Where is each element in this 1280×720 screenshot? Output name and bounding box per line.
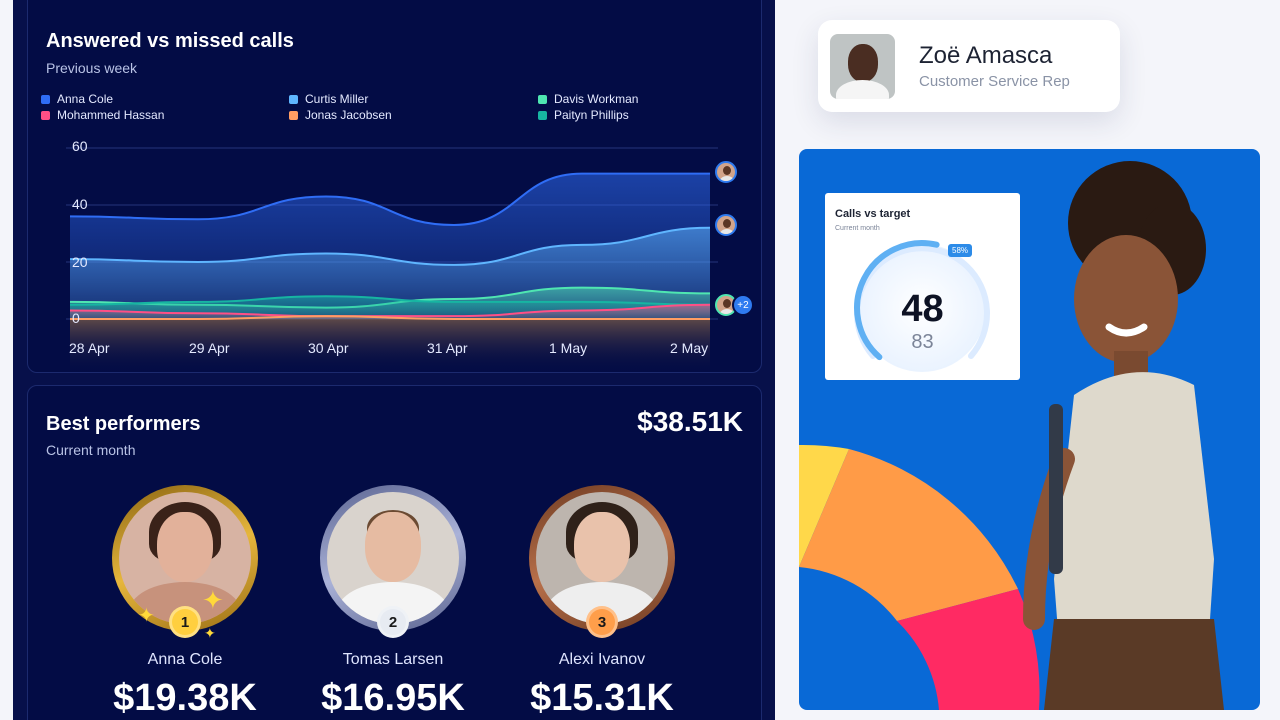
gauge xyxy=(854,240,990,372)
series-area-mohammed-hassan xyxy=(70,304,710,319)
best-performers-card: Best performers Current month $38.51K ✦ … xyxy=(27,385,762,720)
avatar xyxy=(536,492,668,624)
performers-subtitle: Current month xyxy=(46,442,136,458)
x-tick-label: 28 Apr xyxy=(69,340,110,356)
legend-swatch xyxy=(538,94,547,104)
legend-swatch xyxy=(289,94,298,104)
series-line-paityn-phillips[interactable] xyxy=(69,295,711,306)
performer-card[interactable]: ✦ ✦ ✦ 1 Anna Cole $19.38K xyxy=(95,485,275,720)
profile-photo xyxy=(830,34,895,99)
series-avatar[interactable] xyxy=(715,161,737,183)
x-tick-label: 29 Apr xyxy=(189,340,230,356)
legend-swatch xyxy=(289,110,298,120)
sparkle-icon: ✦ xyxy=(204,625,216,641)
donut-segment-pink xyxy=(897,589,1040,710)
legend-swatch xyxy=(41,110,50,120)
performer-amount: $19.38K xyxy=(113,677,257,719)
calls-value: 48 xyxy=(901,288,944,330)
legend-label: Paityn Phillips xyxy=(554,108,629,122)
promo-panel: Calls vs target Current month 58% 48 83 xyxy=(799,149,1260,710)
calls-target: 83 xyxy=(911,331,934,353)
chart-subtitle: Previous week xyxy=(46,60,138,76)
profile-name: Zoë Amasca xyxy=(919,42,1053,69)
performer-name: Alexi Ivanov xyxy=(558,651,646,668)
series-line-anna-cole[interactable] xyxy=(69,172,710,226)
series-avatar[interactable] xyxy=(715,214,737,236)
performers-total: $38.51K xyxy=(637,406,743,437)
performers-title: Best performers xyxy=(46,413,201,435)
rank-badge: 1 xyxy=(169,606,201,638)
performer-amount: $16.95K xyxy=(321,677,465,719)
donut-segment-yellow xyxy=(799,444,849,567)
legend-item[interactable]: Mohammed Hassan xyxy=(41,108,164,122)
progress-percent-badge: 58% xyxy=(948,244,973,257)
profile-card[interactable]: Zoë Amasca Customer Service Rep xyxy=(818,20,1120,112)
avatar-ring: 2 xyxy=(320,485,466,638)
y-tick-label: 60 xyxy=(72,138,88,154)
legend-item[interactable]: Davis Workman xyxy=(538,92,638,106)
donut-segment-orange xyxy=(799,449,1018,621)
x-tick-label: 1 May xyxy=(549,340,588,356)
performer-card[interactable]: 2 Tomas Larsen $16.95K xyxy=(303,485,483,720)
target-card-subtitle: Current month xyxy=(835,225,880,232)
avatar xyxy=(119,492,251,624)
performer-amount: $15.31K xyxy=(530,677,674,719)
series-line-jonas-jacobsen[interactable] xyxy=(70,315,710,321)
rank-badge: 3 xyxy=(586,606,618,638)
legend-label: Davis Workman xyxy=(554,92,639,106)
answered-missed-calls-card: Answered vs missed calls Previous week 6… xyxy=(27,0,762,373)
avatar xyxy=(327,492,459,624)
legend-label: Jonas Jacobsen xyxy=(305,108,392,122)
target-card-title: Calls vs target xyxy=(835,208,911,220)
legend-swatch xyxy=(41,94,50,104)
legend-label: Mohammed Hassan xyxy=(57,108,165,122)
sparkle-icon: ✦ xyxy=(202,585,224,615)
y-tick-label: 20 xyxy=(72,254,88,270)
legend-item[interactable]: Curtis Miller xyxy=(289,92,368,106)
x-tick-label: 2 May xyxy=(670,340,709,356)
x-tick-label: 30 Apr xyxy=(308,340,349,356)
performer-name: Anna Cole xyxy=(147,651,223,668)
calls-vs-target-card[interactable]: Calls vs target Current month 58% 48 83 xyxy=(825,193,1020,380)
series-line-mohammed-hassan[interactable] xyxy=(69,303,711,318)
series-line-curtis-miller[interactable] xyxy=(69,226,711,266)
more-series-badge[interactable]: +2 xyxy=(732,294,754,316)
baseline-glow xyxy=(70,319,710,372)
x-tick-label: 31 Apr xyxy=(427,340,468,356)
y-tick-label: 40 xyxy=(72,196,88,212)
performer-name: Tomas Larsen xyxy=(342,651,444,668)
chart-title: Answered vs missed calls xyxy=(46,30,294,52)
avatar-ring: ✦ ✦ ✦ 1 xyxy=(112,485,258,641)
legend-label: Curtis Miller xyxy=(305,92,369,106)
legend-label: Anna Cole xyxy=(57,92,114,106)
legend-item[interactable]: Anna Cole xyxy=(41,92,113,106)
customer-rep-photo xyxy=(1023,161,1224,710)
sparkle-icon: ✦ xyxy=(138,605,155,627)
y-tick-label: 0 xyxy=(72,310,80,326)
legend-item[interactable]: Paityn Phillips xyxy=(538,108,629,122)
area-chart xyxy=(66,147,718,372)
performer-card[interactable]: 3 Alexi Ivanov $15.31K xyxy=(512,485,692,720)
donut-chart-decoration xyxy=(799,444,1040,710)
gauge-progress xyxy=(854,240,940,361)
rank-badge: 2 xyxy=(377,606,409,638)
avatar-ring: 3 xyxy=(529,485,675,638)
legend-item[interactable]: Jonas Jacobsen xyxy=(289,108,392,122)
profile-role: Customer Service Rep xyxy=(919,73,1070,90)
legend-swatch xyxy=(538,110,547,120)
